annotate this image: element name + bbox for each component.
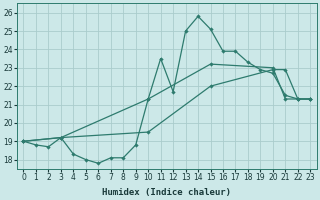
X-axis label: Humidex (Indice chaleur): Humidex (Indice chaleur) — [102, 188, 231, 197]
